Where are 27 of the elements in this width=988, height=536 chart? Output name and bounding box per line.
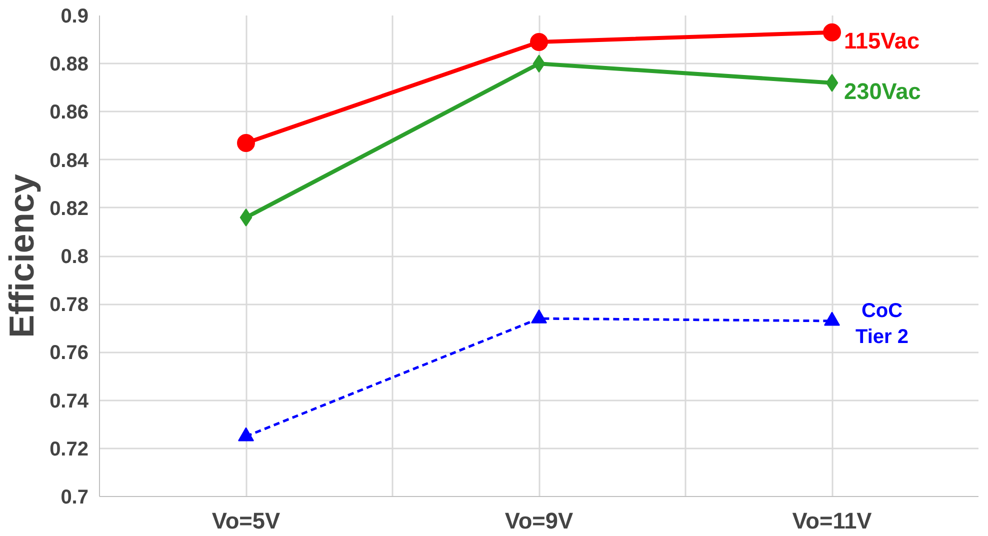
point <box>532 54 546 73</box>
y-tick-label: 0.7 <box>60 486 89 508</box>
y-tick-label: 0.72 <box>50 438 89 460</box>
point <box>237 134 255 152</box>
series-label: 230Vac <box>844 78 921 104</box>
x-tick-label: Vo=5V <box>212 508 280 534</box>
y-tick-label: 0.82 <box>50 198 89 220</box>
point <box>823 23 841 42</box>
x-tick-label: Vo=11V <box>792 508 872 534</box>
point <box>824 312 840 326</box>
y-tick-label: 0.9 <box>60 6 89 28</box>
y-tick-label: 0.86 <box>50 102 89 124</box>
series-label: CoC Tier 2 <box>856 300 908 348</box>
y-tick-label: 0.84 <box>50 150 90 172</box>
y-axis-title: Efficiency <box>4 173 42 338</box>
series-label: 115Vac <box>844 27 920 54</box>
y-tick-label: 0.88 <box>50 54 89 76</box>
point <box>826 74 838 92</box>
point <box>238 427 254 442</box>
point <box>240 208 252 227</box>
y-tick-label: 0.78 <box>50 294 89 316</box>
point <box>531 309 547 324</box>
y-tick-label: 0.74 <box>50 390 90 412</box>
x-tick-label: Vo=9V <box>504 508 574 534</box>
y-tick-label: 0.76 <box>50 342 89 364</box>
point <box>530 32 548 51</box>
y-tick-label: 0.8 <box>60 246 89 268</box>
